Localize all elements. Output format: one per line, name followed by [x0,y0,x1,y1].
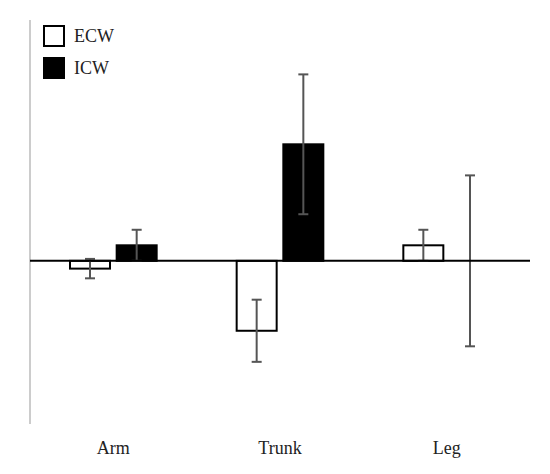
y-axis-line [30,20,31,424]
chart-svg: Arm Trunk Leg ECW ICW [0,0,550,474]
error-cap [252,299,262,301]
x-tick-label: Leg [433,438,461,458]
legend: ECW ICW [44,26,114,78]
x-tick-label: Arm [97,438,130,458]
error-cap [85,277,95,279]
error-bar [132,230,142,261]
error-cap [418,229,428,231]
legend-swatch [44,58,64,78]
error-bar [298,74,308,214]
error-line [256,300,258,362]
error-cap [85,258,95,260]
error-bar [418,230,428,261]
error-bar [252,300,262,362]
zero-line [30,260,530,262]
error-line [302,74,304,214]
legend-label: ECW [74,26,114,46]
error-cap [298,213,308,215]
error-line [136,230,138,261]
error-cap [252,361,262,363]
error-line [422,230,424,261]
error-cap [132,229,142,231]
x-tick-label: Trunk [258,438,301,458]
legend-swatch [44,26,64,46]
chart-container: Arm Trunk Leg ECW ICW [0,0,550,474]
plot-area [70,74,475,361]
error-cap [465,174,475,176]
error-cap [465,345,475,347]
error-cap [298,73,308,75]
legend-label: ICW [74,58,109,78]
